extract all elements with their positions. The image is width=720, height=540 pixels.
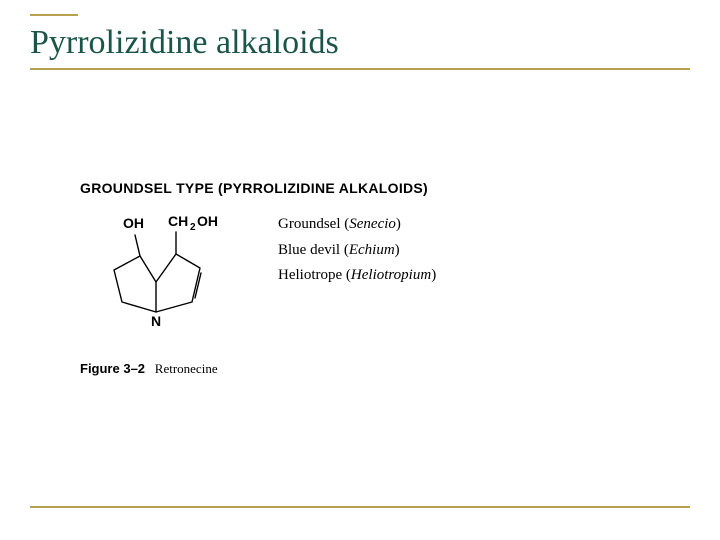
svg-text:OH: OH — [197, 213, 218, 229]
plant-common: Groundsel — [278, 216, 341, 232]
plant-common: Blue devil — [278, 242, 340, 258]
title-underline: Pyrrolizidine alkaloids — [30, 20, 690, 70]
plant-genus: Senecio — [349, 216, 396, 232]
section-heading: GROUNDSEL TYPE (PYRROLIZIDINE ALKALOIDS) — [80, 180, 640, 196]
slide: Pyrrolizidine alkaloids GROUNDSEL TYPE (… — [0, 0, 720, 540]
label-oh: OH — [123, 215, 144, 231]
plant-genus: Echium — [349, 242, 395, 258]
figure-caption: Figure 3–2 Retronecine — [80, 361, 640, 377]
plant-common: Heliotrope — [278, 267, 342, 283]
label-ch2oh: CH 2 OH — [168, 213, 218, 233]
figure-number: Figure 3–2 — [80, 361, 145, 376]
title-top-rule — [30, 14, 78, 16]
slide-title: Pyrrolizidine alkaloids — [30, 20, 690, 62]
list-item: Groundsel (Senecio) — [278, 212, 640, 238]
plant-list: Groundsel (Senecio) Blue devil (Echium) … — [278, 208, 640, 289]
svg-text:2: 2 — [190, 222, 196, 233]
retronecine-svg: OH CH 2 OH N — [80, 208, 240, 338]
plant-genus: Heliotropium — [351, 267, 431, 283]
figure-row: OH CH 2 OH N Groundsel (Senecio) Blue de… — [80, 208, 640, 343]
list-item: Blue devil (Echium) — [278, 238, 640, 264]
bottom-rule — [30, 506, 690, 508]
svg-text:CH: CH — [168, 213, 188, 229]
content-region: GROUNDSEL TYPE (PYRROLIZIDINE ALKALOIDS) — [80, 180, 640, 377]
list-item: Heliotrope (Heliotropium) — [278, 263, 640, 289]
figure-name: Retronecine — [155, 361, 218, 376]
atom-nitrogen: N — [151, 313, 161, 329]
chemical-structure: OH CH 2 OH N — [80, 208, 240, 343]
